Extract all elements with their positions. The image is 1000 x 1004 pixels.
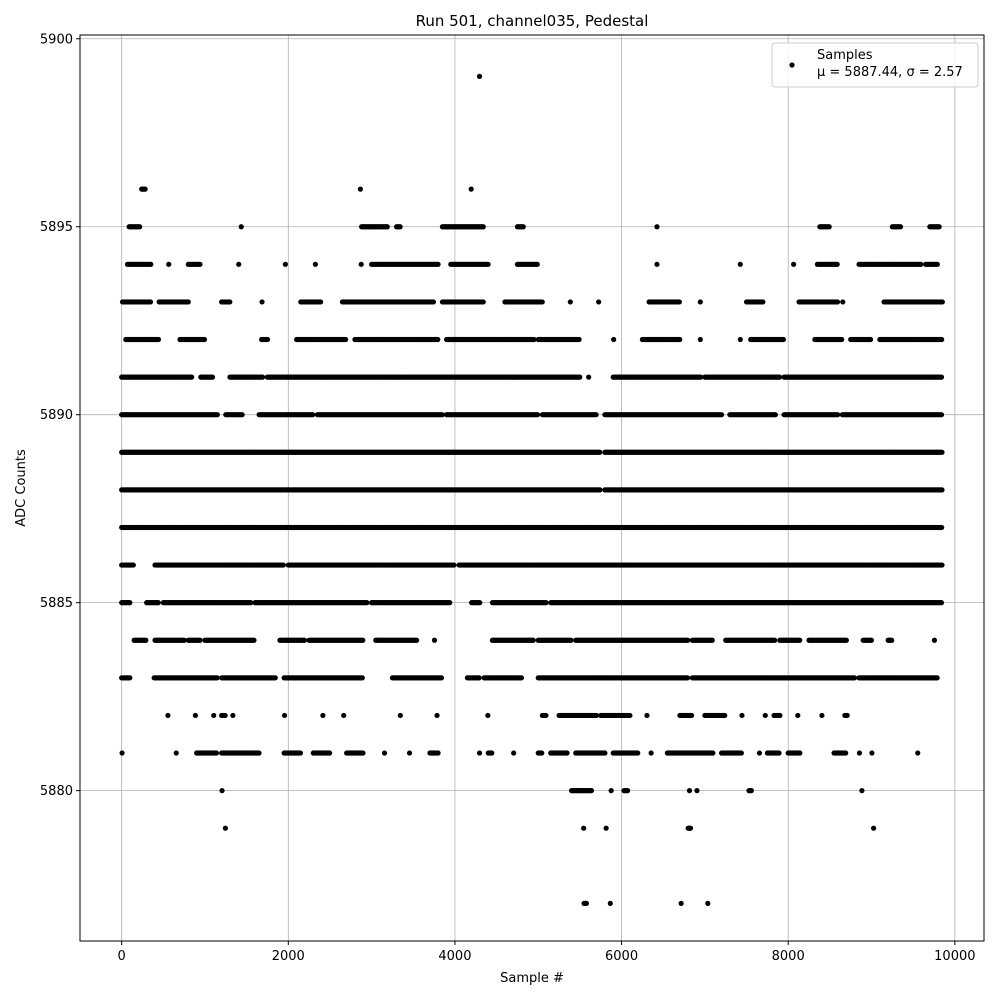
sample-point bbox=[166, 262, 171, 267]
sample-point bbox=[358, 187, 363, 192]
sample-point bbox=[137, 224, 142, 229]
sample-point bbox=[202, 337, 207, 342]
sample-point bbox=[197, 262, 202, 267]
sample-point bbox=[939, 412, 944, 417]
sample-point bbox=[148, 262, 153, 267]
sample-point bbox=[568, 299, 573, 304]
sample-point bbox=[738, 262, 743, 267]
sample-point bbox=[481, 224, 486, 229]
sample-point bbox=[939, 487, 944, 492]
sample-point bbox=[385, 224, 390, 229]
sample-point bbox=[210, 374, 215, 379]
sample-point bbox=[259, 299, 264, 304]
sample-point bbox=[593, 412, 598, 417]
sample-point bbox=[654, 262, 659, 267]
sample-point bbox=[469, 187, 474, 192]
sample-point bbox=[310, 412, 315, 417]
sample-point bbox=[611, 337, 616, 342]
sample-point bbox=[781, 337, 786, 342]
sample-point bbox=[698, 337, 703, 342]
sample-point bbox=[189, 374, 194, 379]
sample-point bbox=[835, 299, 840, 304]
sample-point bbox=[236, 262, 241, 267]
sample-point bbox=[451, 562, 456, 567]
sample-point bbox=[318, 299, 323, 304]
sample-point bbox=[521, 224, 526, 229]
sample-point bbox=[239, 224, 244, 229]
sample-point bbox=[840, 299, 845, 304]
sample-point bbox=[773, 412, 778, 417]
sample-point bbox=[343, 337, 348, 342]
sample-point bbox=[935, 262, 940, 267]
sample-point bbox=[939, 337, 944, 342]
sample-point bbox=[535, 412, 540, 417]
sample-point bbox=[791, 262, 796, 267]
sample-point bbox=[677, 299, 682, 304]
sample-point bbox=[148, 299, 153, 304]
sample-point bbox=[431, 299, 436, 304]
sample-point bbox=[698, 299, 703, 304]
sample-point bbox=[240, 412, 245, 417]
sample-point bbox=[939, 525, 944, 530]
sample-point bbox=[265, 337, 270, 342]
sample-point bbox=[359, 262, 364, 267]
sample-point bbox=[719, 412, 724, 417]
sample-point bbox=[777, 374, 782, 379]
sample-point bbox=[738, 337, 743, 342]
sample-point bbox=[939, 450, 944, 455]
sample-point bbox=[918, 262, 923, 267]
sample-point bbox=[835, 262, 840, 267]
sample-point bbox=[283, 262, 288, 267]
sample-point bbox=[281, 562, 286, 567]
sample-point bbox=[576, 337, 581, 342]
sample-point bbox=[596, 299, 601, 304]
sample-point bbox=[898, 224, 903, 229]
sample-point bbox=[939, 374, 944, 379]
sample-point bbox=[481, 299, 486, 304]
sample-point bbox=[260, 374, 265, 379]
sample-point bbox=[398, 224, 403, 229]
sample-point bbox=[827, 224, 832, 229]
sample-point bbox=[654, 224, 659, 229]
sample-point bbox=[227, 299, 232, 304]
sample-point bbox=[677, 337, 682, 342]
sample-point bbox=[156, 337, 161, 342]
sample-point bbox=[937, 224, 942, 229]
sample-point bbox=[868, 337, 873, 342]
sample-point bbox=[597, 450, 602, 455]
sample-point bbox=[535, 262, 540, 267]
sample-point bbox=[436, 262, 441, 267]
sample-point bbox=[835, 412, 840, 417]
sample-point bbox=[313, 262, 318, 267]
sample-point bbox=[760, 299, 765, 304]
sample-point bbox=[143, 187, 148, 192]
sample-point bbox=[577, 374, 582, 379]
sample-point bbox=[485, 262, 490, 267]
sample-point bbox=[131, 562, 136, 567]
sample-point bbox=[940, 299, 945, 304]
sample-point bbox=[586, 374, 591, 379]
sample-point bbox=[435, 337, 440, 342]
sample-point bbox=[186, 299, 191, 304]
sample-point bbox=[215, 412, 220, 417]
sample-point bbox=[839, 337, 844, 342]
sample-point bbox=[477, 74, 482, 79]
sample-point bbox=[540, 299, 545, 304]
sample-point bbox=[597, 487, 602, 492]
